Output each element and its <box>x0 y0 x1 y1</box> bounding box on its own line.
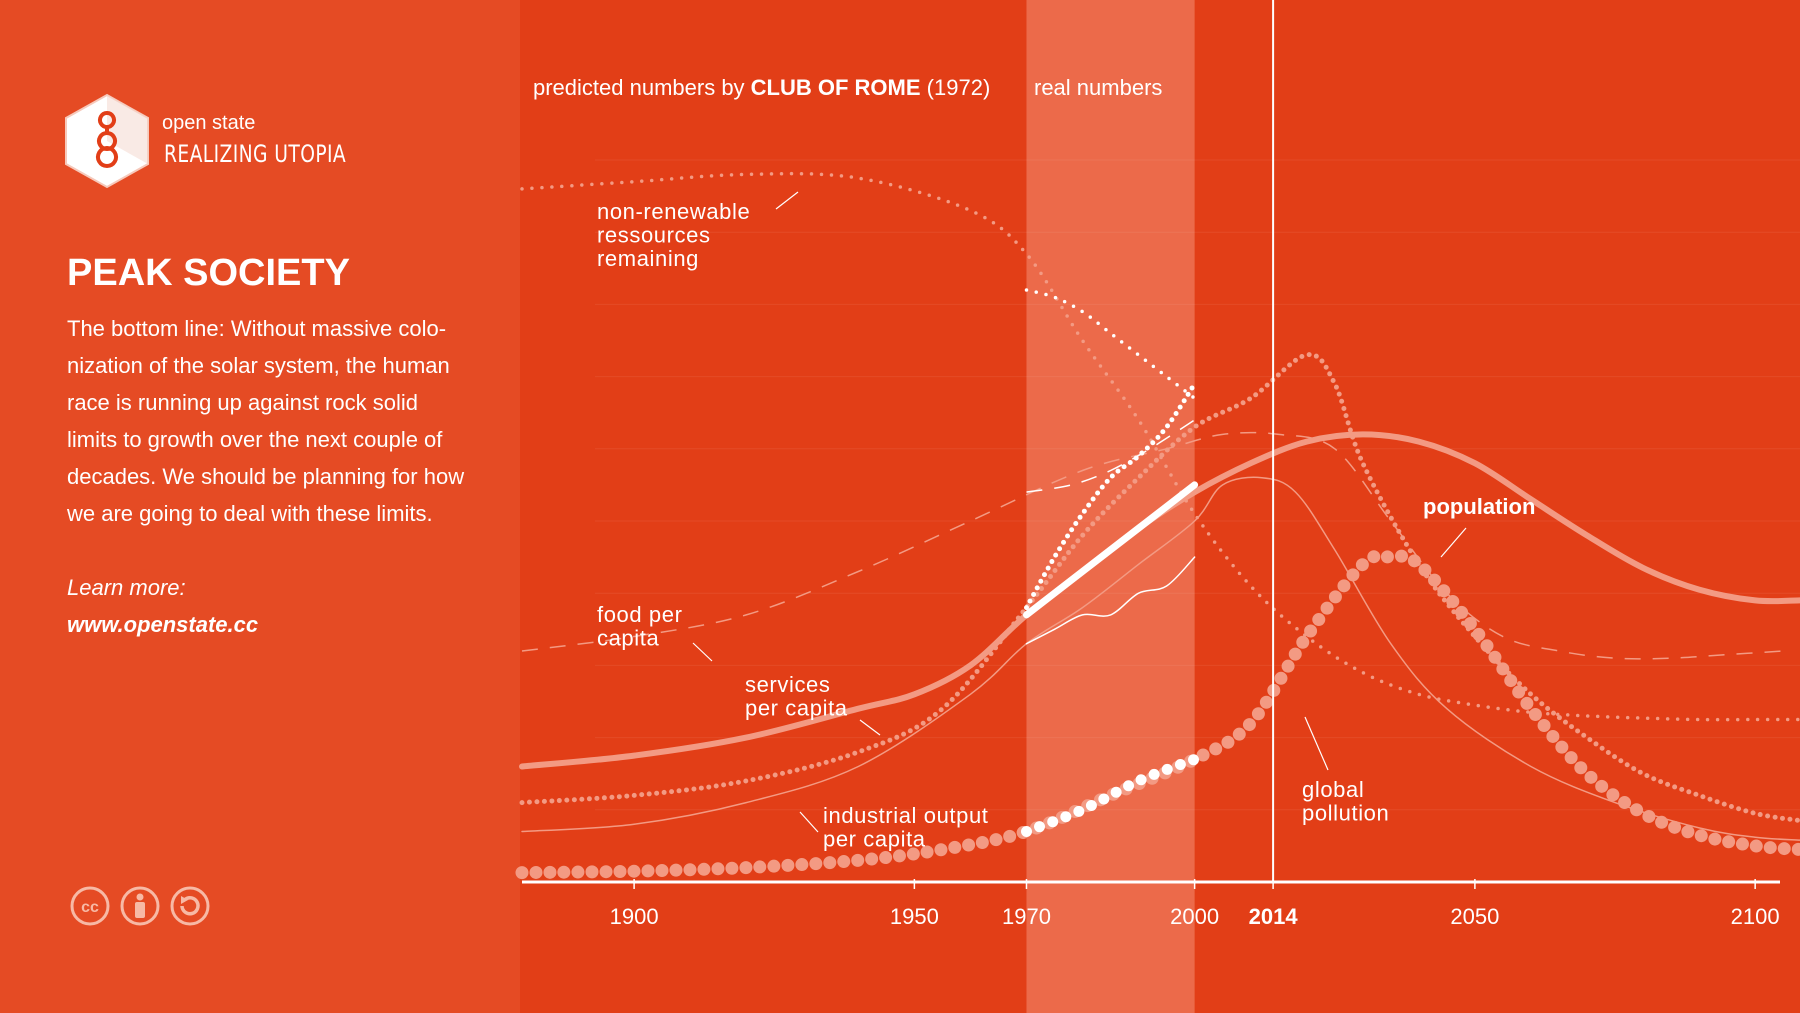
x-tick-labels: 1900 1950 1970 2000 2014 2050 2100 <box>610 879 1780 929</box>
population-predicted-line <box>519 431 1800 770</box>
resources-label-line: ressources <box>597 223 711 248</box>
x-tick-label: 2000 <box>1170 904 1219 929</box>
learn-more-link[interactable]: www.openstate.cc <box>67 612 259 637</box>
population-label: population <box>1423 494 1535 558</box>
body-line: we are going to deal with these limits. <box>67 501 433 526</box>
body-line: The bottom line: Without massive colo- <box>67 316 447 341</box>
body-line: race is running up against rock solid <box>67 390 418 415</box>
industry-leader-line <box>799 811 819 833</box>
body-line: decades. We should be planning for how <box>67 464 465 489</box>
cc-icon: cc <box>70 886 110 926</box>
real-numbers-header: real numbers <box>1034 75 1162 100</box>
chart-lines <box>515 171 1800 880</box>
brand-name-bottom: REALIZING UTOPIA <box>164 140 347 168</box>
sidebar: open state REALIZING UTOPIA PEAK SOCIETY… <box>0 0 520 1013</box>
body-line: nization of the solar system, the human <box>67 353 450 378</box>
services-real-line <box>1024 381 1198 611</box>
predicted-header: predicted numbers by CLUB OF ROME (1972) <box>533 75 990 100</box>
x-tick-label: 2050 <box>1450 904 1499 929</box>
chart-grid <box>595 159 1800 811</box>
services-label-line: per capita <box>745 696 848 721</box>
resources-leader-line <box>775 191 799 210</box>
food-label-line: food per <box>597 602 683 627</box>
resources-real-line <box>1024 288 1197 401</box>
resources-label-line: non-renewable <box>597 199 750 224</box>
open-state-logo-icon <box>65 93 149 189</box>
pollution-label-line: global <box>1302 777 1364 802</box>
pollution-predicted-line <box>515 549 1800 880</box>
attribution-icon <box>120 886 160 926</box>
brand-name-top: open state <box>162 112 256 134</box>
pollution-real-line <box>1021 753 1201 837</box>
industry-label-line: per capita <box>823 827 926 852</box>
food-predicted-line <box>521 431 1784 660</box>
resources-label-line: remaining <box>597 246 699 271</box>
body-text: The bottom line: Without massive colo- n… <box>67 310 487 532</box>
pollution-leader-line <box>1304 716 1329 771</box>
x-tick-label: 2100 <box>1731 904 1780 929</box>
resources-predicted-line <box>520 171 1800 722</box>
services-label-line: services <box>745 672 831 697</box>
license-icons: cc <box>70 886 210 926</box>
services-leader-line <box>859 719 881 736</box>
industry-predicted-line <box>521 476 1800 841</box>
services-predicted-line <box>519 352 1800 824</box>
learn-more-label: Learn more: <box>67 575 186 600</box>
population-label-line: population <box>1423 494 1535 519</box>
population-real-line <box>1023 481 1199 619</box>
x-tick-label: 1900 <box>610 904 659 929</box>
x-tick-label: 1950 <box>890 904 939 929</box>
x-tick-label: 2014 <box>1249 904 1299 929</box>
food-leader-line <box>692 642 713 662</box>
food-real-line <box>1026 419 1196 493</box>
svg-text:cc: cc <box>81 899 99 916</box>
pollution-label-line: pollution <box>1302 801 1389 826</box>
industry-label-line: industrial output <box>823 803 989 828</box>
body-line: limits to growth over the next couple of <box>67 427 443 452</box>
x-tick-label: 1970 <box>1002 904 1051 929</box>
food-label-line: capita <box>597 626 659 651</box>
population-leader-line <box>1440 527 1467 558</box>
share-alike-icon <box>170 886 210 926</box>
industry-real-line <box>1025 556 1196 645</box>
page-title: PEAK SOCIETY <box>67 252 350 294</box>
